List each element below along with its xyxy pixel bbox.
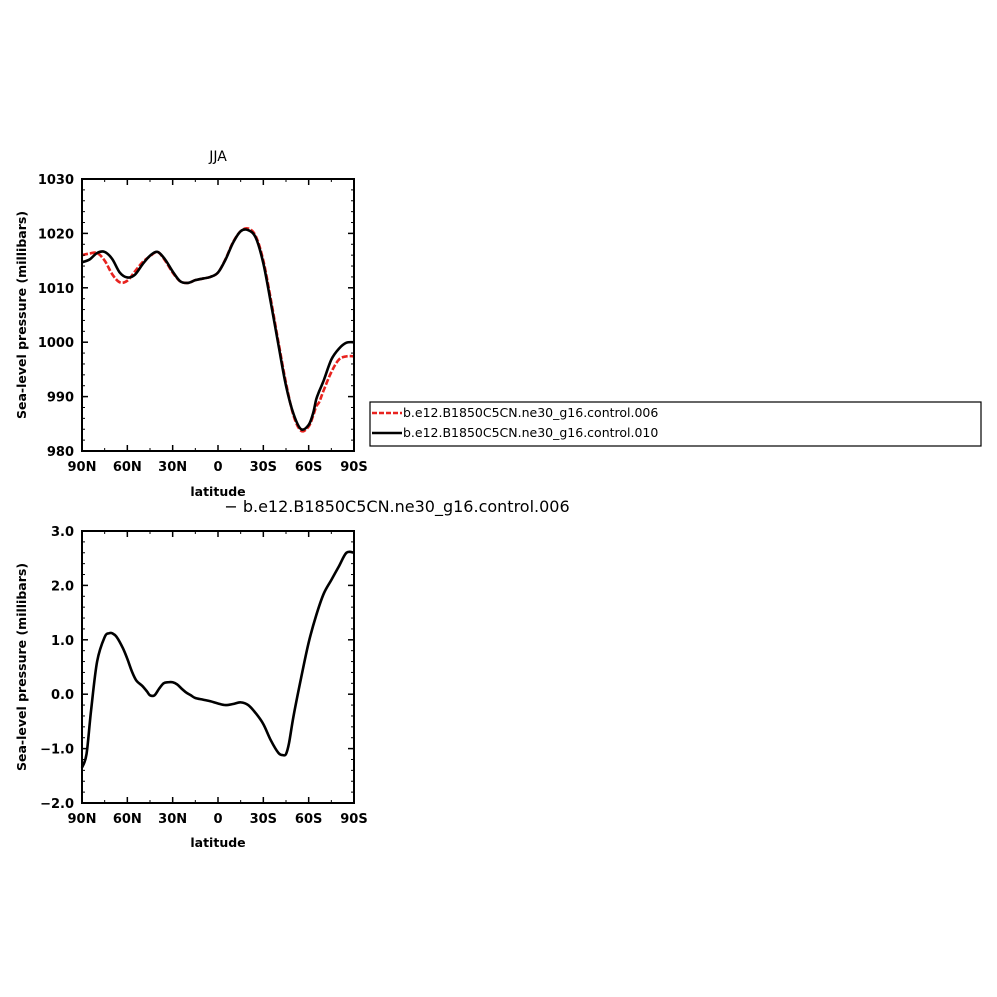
bottom-y-tick-label: −2.0 (40, 797, 74, 812)
top-x-tick-label: 90N (68, 460, 97, 475)
top-y-tick-label: 1010 (38, 282, 74, 297)
top-y-tick-label: 980 (47, 445, 74, 460)
bottom-series-line-0 (80, 550, 355, 769)
legend-box (369, 401, 982, 447)
legend-label-010: b.e12.B1850C5CN.ne30_g16.control.010 (403, 425, 658, 440)
legend-label-006: b.e12.B1850C5CN.ne30_g16.control.006 (403, 405, 658, 420)
top-x-axis-title: latitude (190, 484, 245, 499)
top-x-tick-label: 30N (158, 460, 187, 475)
bottom-y-axis-title: Sea-level pressure (millibars) (14, 563, 29, 771)
bottom-x-axis-title: latitude (190, 835, 245, 850)
bottom-x-tick-label: 90S (340, 812, 367, 827)
top-panel: JJA 90N 60N 30N 0 30S 60S 90S 980 990 1000 1010 102… (14, 149, 368, 499)
top-x-tick-label: 90S (340, 460, 367, 475)
top-y-axis-title: Sea-level pressure (millibars) (14, 211, 29, 419)
top-series-line-0 (81, 226, 355, 433)
bottom-y-tick-label: 1.0 (51, 634, 74, 649)
bottom-y-tick-label: 3.0 (51, 525, 74, 540)
top-x-tick-label: 30S (250, 460, 277, 475)
top-chart-title: JJA (208, 149, 227, 165)
top-x-tick-label: 0 (213, 460, 222, 475)
top-x-tick-label: 60S (295, 460, 322, 475)
bottom-x-tick-label: 60S (295, 812, 322, 827)
top-y-tick-label: 1030 (38, 173, 74, 188)
top-series-line-1 (81, 228, 355, 432)
bottom-x-tick-label: 60N (113, 812, 142, 827)
bottom-x-tick-label: 90N (68, 812, 97, 827)
legend: b.e12.B1850C5CN.ne30_g16.control.006 b.e… (369, 401, 982, 447)
top-y-tick-label: 1000 (38, 336, 74, 351)
bottom-panel: − b.e12.B1850C5CN.ne30_g16.control.006 9… (14, 497, 570, 850)
top-y-tick-label: 990 (47, 391, 74, 406)
bottom-y-tick-label: 2.0 (51, 579, 74, 594)
difference-title: − b.e12.B1850C5CN.ne30_g16.control.006 (224, 497, 569, 517)
top-x-tick-label: 60N (113, 460, 142, 475)
bottom-x-tick-label: 0 (213, 812, 222, 827)
bottom-y-tick-label: −1.0 (40, 743, 74, 758)
bottom-x-tick-label: 30S (250, 812, 277, 827)
bottom-plot-frame (81, 530, 355, 804)
bottom-y-tick-label: 0.0 (51, 688, 74, 703)
bottom-x-tick-label: 30N (158, 812, 187, 827)
top-y-tick-label: 1020 (38, 227, 74, 242)
